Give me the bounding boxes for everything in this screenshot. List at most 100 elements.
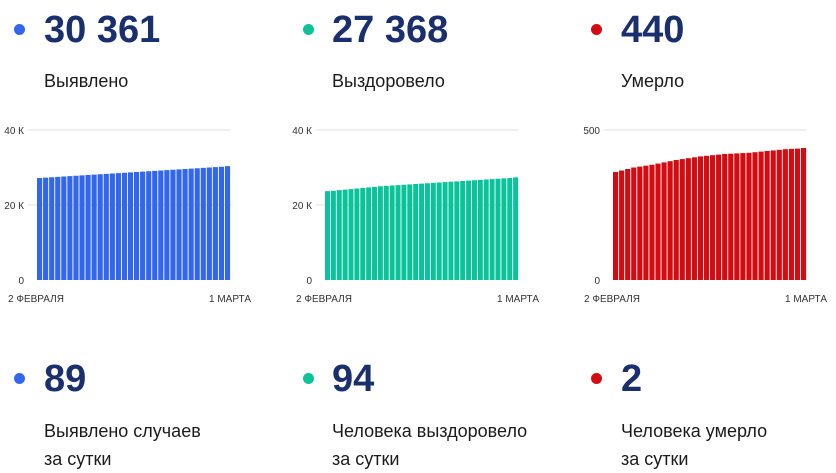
bar — [788, 148, 794, 280]
daily-recovered-value: 94 — [332, 358, 375, 400]
bar — [377, 186, 383, 280]
bar — [43, 177, 49, 280]
bar — [655, 163, 661, 280]
daily-recovered-label-line1: Человека выздоровело — [332, 421, 528, 441]
bar — [513, 177, 519, 280]
bar — [746, 152, 752, 280]
bar — [212, 167, 218, 280]
bar — [85, 175, 91, 280]
bar — [146, 171, 152, 280]
x-tick-label: 2 ФЕВРАЛЯ — [8, 294, 64, 305]
bar — [619, 170, 625, 280]
bar — [770, 150, 776, 280]
bar — [164, 170, 170, 280]
bar — [152, 170, 158, 280]
bar — [91, 174, 97, 280]
daily-died-label-line1: Человека умерло — [621, 421, 768, 441]
bar — [73, 175, 79, 280]
bar — [413, 184, 419, 280]
bar — [637, 166, 643, 280]
recovered-total: 27 368 — [332, 9, 449, 51]
bar — [37, 178, 43, 280]
bar — [430, 182, 436, 280]
bar — [501, 178, 507, 280]
bar — [134, 172, 140, 280]
bar — [330, 190, 336, 280]
bar — [728, 153, 734, 280]
bar — [389, 185, 395, 280]
bar — [734, 153, 740, 280]
bar — [395, 185, 401, 280]
bar — [758, 151, 764, 280]
y-tick-label: 0 — [594, 276, 600, 287]
daily-detected-value: 89 — [44, 358, 87, 400]
bar — [103, 173, 109, 280]
bar — [182, 169, 188, 280]
x-tick-label: 1 МАРТА — [209, 294, 251, 305]
detected-label: Выявлено — [44, 71, 129, 91]
died-total: 440 — [621, 9, 685, 51]
x-tick-label: 2 ФЕВРАЛЯ — [584, 294, 640, 305]
bar — [407, 184, 413, 280]
y-tick-label: 40 К — [292, 126, 312, 137]
bar — [782, 149, 788, 280]
y-tick-label: 40 К — [4, 126, 24, 137]
bar — [507, 178, 513, 280]
bar — [625, 169, 631, 280]
bar — [140, 171, 146, 280]
recovered-dot-icon — [303, 24, 314, 35]
bar — [679, 159, 685, 280]
bar — [752, 152, 758, 280]
bar — [97, 174, 103, 280]
x-tick-label: 1 МАРТА — [497, 294, 539, 305]
bar — [419, 183, 425, 280]
bar — [354, 188, 360, 280]
bar — [424, 183, 430, 280]
bar — [483, 179, 489, 280]
bar — [477, 179, 483, 280]
bar — [691, 157, 697, 280]
y-tick-label: 20 К — [292, 201, 312, 212]
bar — [383, 185, 389, 280]
bar — [109, 173, 115, 280]
bar — [471, 180, 477, 280]
bar — [800, 148, 807, 280]
bar — [158, 170, 164, 280]
bar — [336, 190, 342, 280]
bar — [224, 166, 231, 280]
bar — [127, 172, 134, 280]
bar — [115, 173, 121, 280]
bar — [170, 169, 176, 280]
bar — [55, 176, 61, 280]
bar — [218, 166, 225, 280]
daily-detected-label-line1: Выявлено случаев — [44, 421, 201, 441]
bar — [673, 160, 679, 280]
bar — [710, 155, 716, 280]
bar — [176, 169, 182, 280]
bar — [348, 189, 354, 280]
bar — [79, 175, 85, 280]
bar — [442, 182, 448, 280]
bar — [206, 167, 212, 280]
detected-chart: 40 К 20 К 0 2 ФЕВРАЛЯ 1 МАРТА — [4, 126, 251, 305]
bar — [685, 158, 691, 280]
daily-died-label-line2: за сутки — [621, 449, 689, 469]
bar — [325, 191, 330, 280]
recovered-label: Выздоровело — [332, 71, 445, 91]
daily-recovered-label-line2: за сутки — [332, 449, 400, 469]
bar — [188, 168, 194, 280]
bar — [466, 180, 472, 280]
bar — [61, 176, 67, 280]
bar — [667, 161, 673, 280]
bar — [200, 167, 206, 280]
bar — [794, 148, 801, 280]
died-label: Умерло — [621, 71, 685, 91]
bar — [740, 153, 746, 280]
bar — [460, 181, 466, 280]
bar — [495, 178, 501, 280]
bar — [342, 189, 348, 280]
bar — [643, 165, 649, 280]
y-tick-label: 0 — [306, 276, 312, 287]
daily-recovered-dot-icon — [303, 373, 314, 384]
bar — [360, 187, 366, 280]
